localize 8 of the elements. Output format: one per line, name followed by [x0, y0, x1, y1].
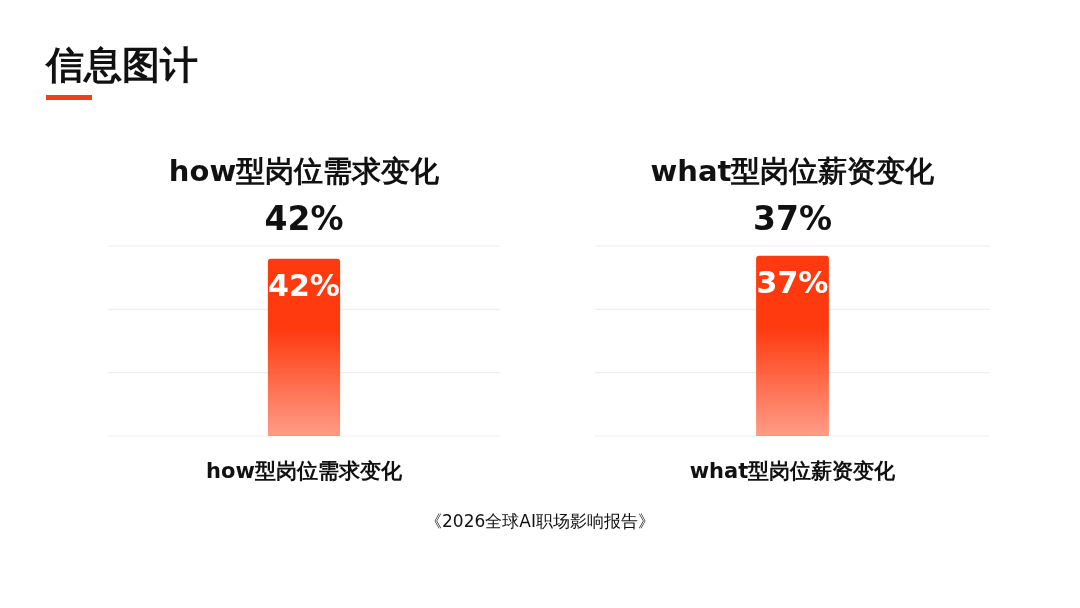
text: what型岗位薪资变化	[689, 459, 897, 483]
chart-subtitle: 37%	[753, 199, 832, 238]
text: how型岗位需求变化	[206, 459, 403, 483]
data-label: 37%	[756, 264, 829, 300]
chart-subtitle: 42%	[264, 199, 344, 238]
text: 信息图计	[44, 43, 198, 87]
text: 《2026全球AI职场影响报告》	[425, 511, 655, 531]
data-label: 42%	[268, 267, 340, 303]
